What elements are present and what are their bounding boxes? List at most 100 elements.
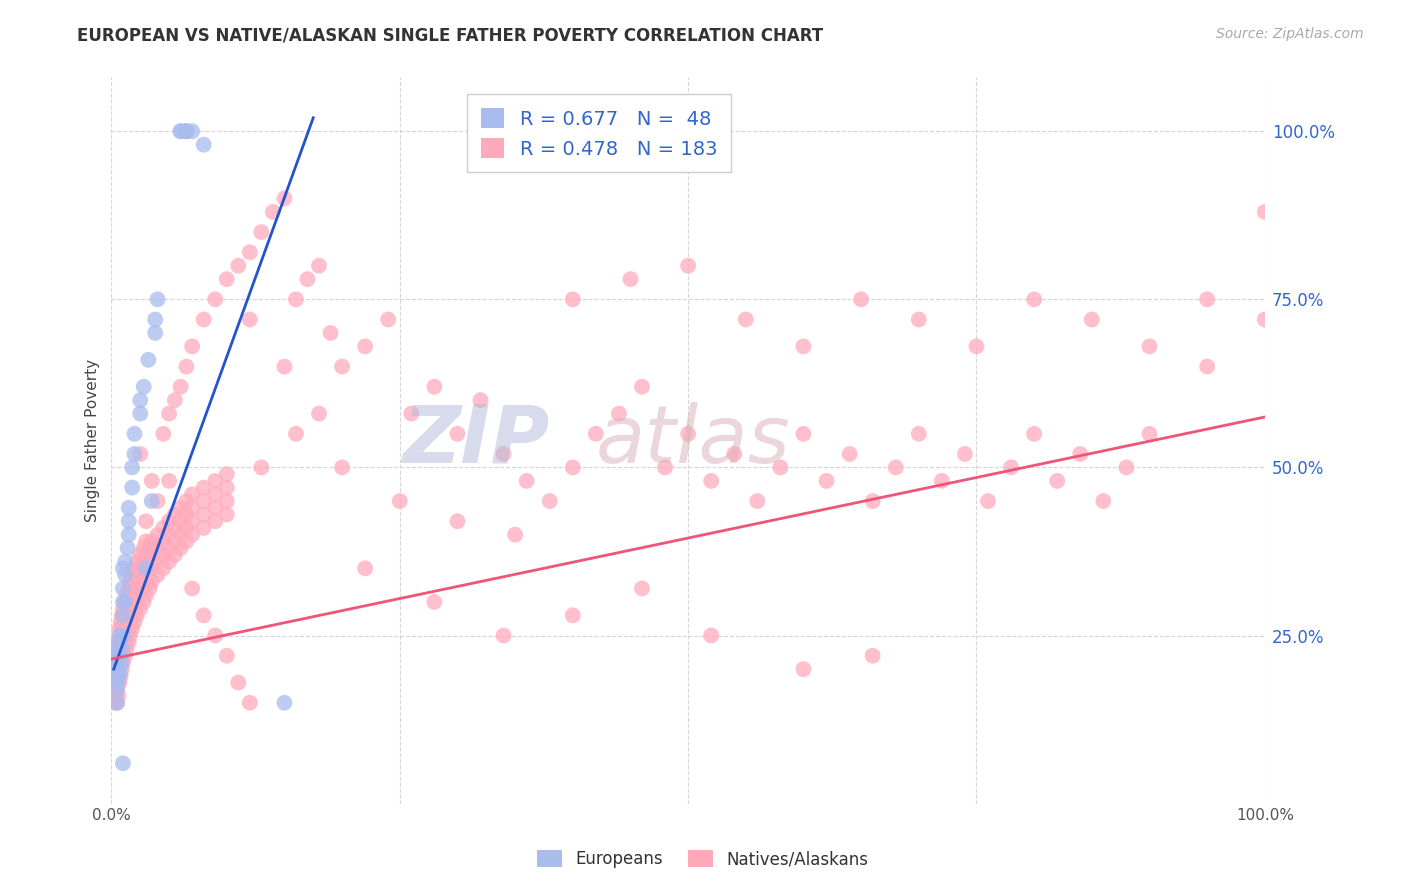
Point xyxy=(977,494,1000,508)
Point xyxy=(124,561,146,575)
Point xyxy=(561,293,583,307)
Point xyxy=(239,312,262,326)
Point xyxy=(163,508,186,522)
Point xyxy=(1000,460,1022,475)
Point xyxy=(907,426,929,441)
Point xyxy=(838,447,860,461)
Point xyxy=(129,561,152,575)
Point xyxy=(169,500,191,515)
Point xyxy=(141,494,163,508)
Point xyxy=(136,352,159,367)
Point xyxy=(157,407,180,421)
Point xyxy=(108,648,131,663)
Point xyxy=(631,582,654,596)
Point xyxy=(118,500,141,515)
Point xyxy=(169,124,191,138)
Point xyxy=(1069,447,1091,461)
Point xyxy=(163,548,186,562)
Point xyxy=(273,191,295,205)
Point xyxy=(105,635,128,649)
Point xyxy=(193,481,215,495)
Point xyxy=(118,574,141,589)
Point xyxy=(138,555,160,569)
Point xyxy=(308,407,330,421)
Point xyxy=(124,574,146,589)
Point xyxy=(1254,312,1277,326)
Point xyxy=(105,675,128,690)
Point xyxy=(561,608,583,623)
Point xyxy=(169,541,191,555)
Point xyxy=(129,574,152,589)
Point xyxy=(204,628,226,642)
Point xyxy=(105,648,128,663)
Point xyxy=(330,359,353,374)
Point xyxy=(111,648,134,663)
Point xyxy=(181,582,204,596)
Point xyxy=(118,595,141,609)
Point xyxy=(815,474,838,488)
Point xyxy=(585,426,607,441)
Point xyxy=(110,656,132,670)
Point xyxy=(931,474,953,488)
Point xyxy=(157,514,180,528)
Point xyxy=(193,508,215,522)
Point xyxy=(152,521,174,535)
Point xyxy=(105,642,128,657)
Point xyxy=(141,548,163,562)
Point xyxy=(118,628,141,642)
Point xyxy=(129,447,152,461)
Point xyxy=(163,393,186,408)
Point xyxy=(1197,359,1219,374)
Point xyxy=(181,500,204,515)
Point xyxy=(676,426,699,441)
Point xyxy=(110,628,132,642)
Point xyxy=(108,648,131,663)
Point xyxy=(111,561,134,575)
Point xyxy=(118,608,141,623)
Point xyxy=(125,568,148,582)
Point xyxy=(176,124,198,138)
Point xyxy=(239,245,262,260)
Point xyxy=(111,615,134,629)
Point xyxy=(734,312,756,326)
Point xyxy=(538,494,561,508)
Point xyxy=(769,460,792,475)
Point xyxy=(110,669,132,683)
Point xyxy=(138,582,160,596)
Point xyxy=(111,608,134,623)
Point xyxy=(121,582,143,596)
Point xyxy=(115,642,138,657)
Point xyxy=(377,312,399,326)
Point xyxy=(1024,426,1046,441)
Point xyxy=(152,534,174,549)
Point xyxy=(181,514,204,528)
Point xyxy=(118,635,141,649)
Point xyxy=(273,359,295,374)
Point xyxy=(446,426,468,441)
Point xyxy=(884,460,907,475)
Point xyxy=(354,339,377,353)
Point xyxy=(107,635,129,649)
Point xyxy=(105,696,128,710)
Point xyxy=(792,339,814,353)
Point xyxy=(193,137,215,152)
Point xyxy=(135,548,157,562)
Y-axis label: Single Father Poverty: Single Father Poverty xyxy=(86,359,100,522)
Point xyxy=(169,124,191,138)
Point xyxy=(135,588,157,602)
Point xyxy=(124,426,146,441)
Point xyxy=(114,595,136,609)
Point xyxy=(111,656,134,670)
Point xyxy=(169,527,191,541)
Point xyxy=(114,622,136,636)
Point xyxy=(132,582,155,596)
Point xyxy=(284,426,307,441)
Point xyxy=(1197,293,1219,307)
Point xyxy=(176,124,198,138)
Point xyxy=(132,568,155,582)
Point xyxy=(273,696,295,710)
Point xyxy=(181,527,204,541)
Point xyxy=(423,380,446,394)
Point xyxy=(792,662,814,676)
Point xyxy=(110,615,132,629)
